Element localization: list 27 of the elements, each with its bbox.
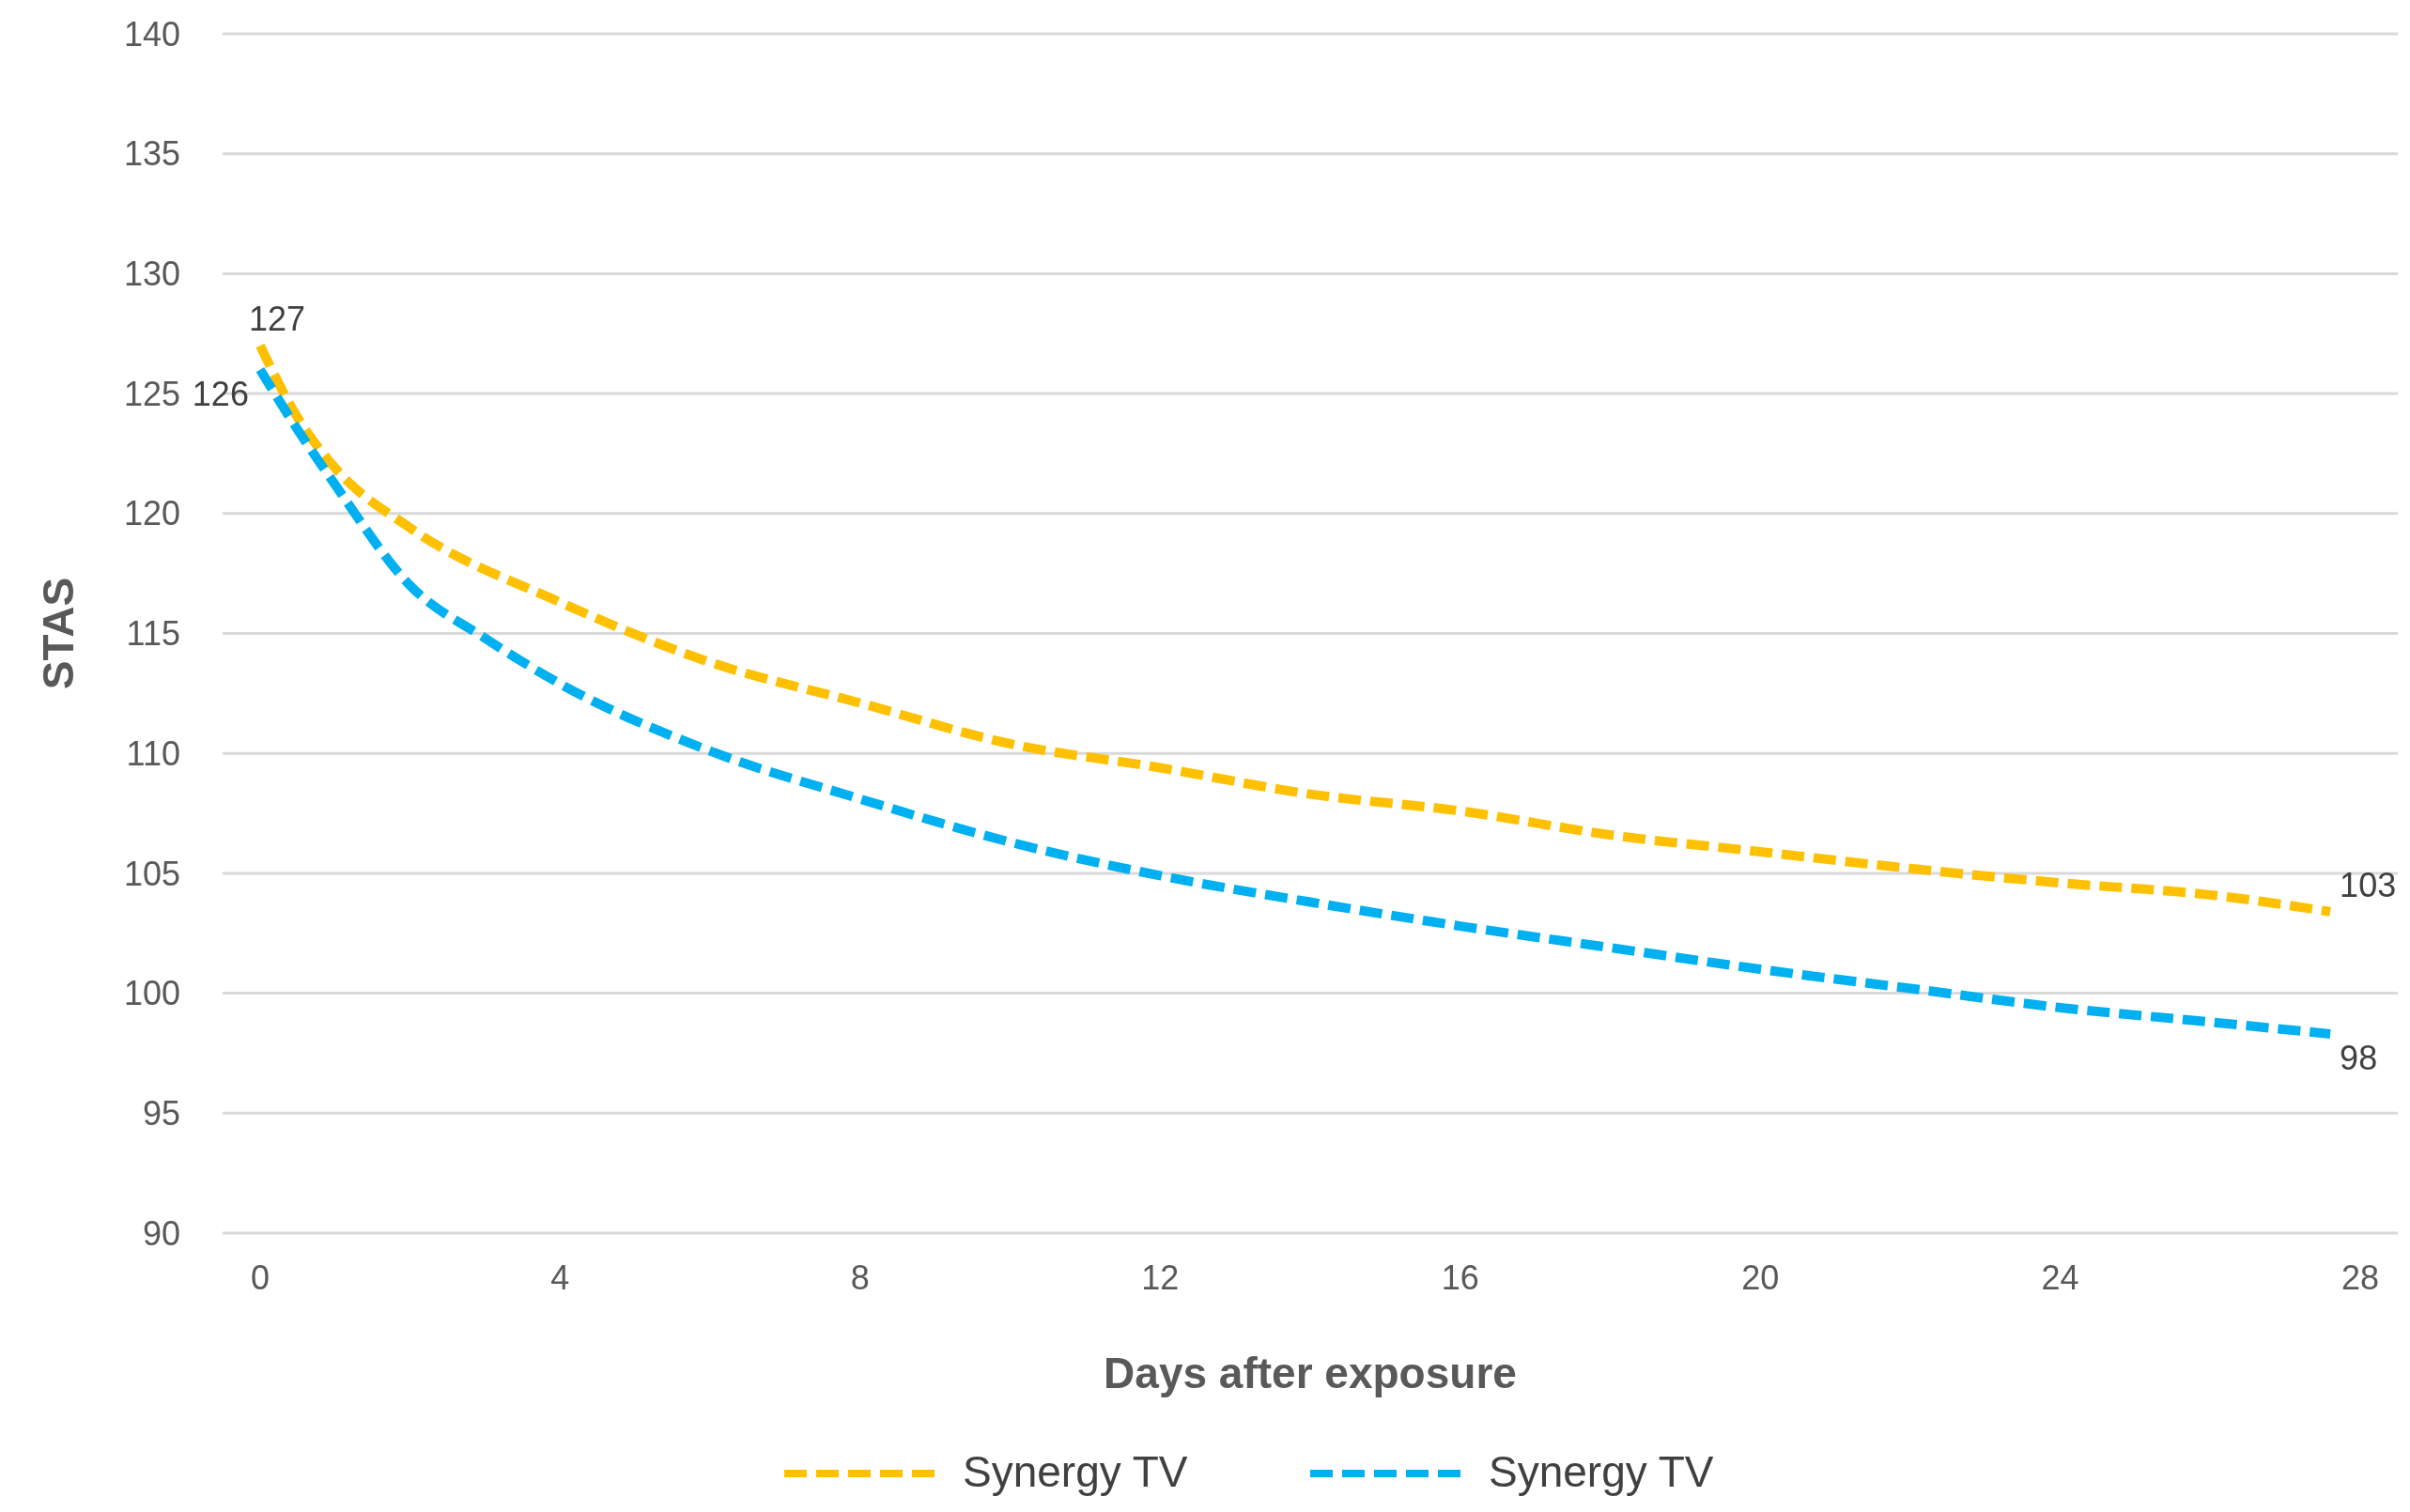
- x-axis-title: Days after exposure: [1104, 1349, 1517, 1397]
- data-label: 126: [192, 374, 249, 413]
- y-tick-label: 135: [123, 134, 180, 174]
- y-tick-label: 130: [123, 255, 180, 293]
- data-label: 127: [248, 300, 306, 339]
- y-tick-label: 90: [142, 1213, 180, 1253]
- y-tick-label: 100: [123, 974, 180, 1013]
- x-tick-label: 8: [850, 1258, 870, 1297]
- y-tick-label: 105: [123, 854, 180, 893]
- x-tick-label: 20: [1741, 1258, 1780, 1297]
- x-tick-label: 4: [550, 1258, 570, 1297]
- legend-label: Synergy TV: [963, 1447, 1188, 1496]
- x-tick-label: 24: [2041, 1258, 2079, 1297]
- x-tick-label: 16: [1441, 1258, 1479, 1297]
- x-tick-label: 0: [250, 1258, 270, 1297]
- x-tick-label: 12: [1141, 1258, 1180, 1297]
- y-tick-label: 110: [126, 733, 180, 773]
- y-tick-label: 120: [123, 494, 180, 533]
- y-tick-label: 115: [126, 614, 180, 654]
- x-tick-label: 28: [2341, 1258, 2380, 1297]
- y-tick-label: 140: [123, 14, 180, 54]
- y-tick-label: 95: [142, 1093, 180, 1133]
- data-label: 103: [2340, 865, 2397, 904]
- legend-label: Synergy TV: [1489, 1447, 1714, 1496]
- y-tick-label: 125: [123, 374, 180, 413]
- data-label: 98: [2340, 1039, 2378, 1078]
- y-axis-title: STAS: [34, 577, 83, 690]
